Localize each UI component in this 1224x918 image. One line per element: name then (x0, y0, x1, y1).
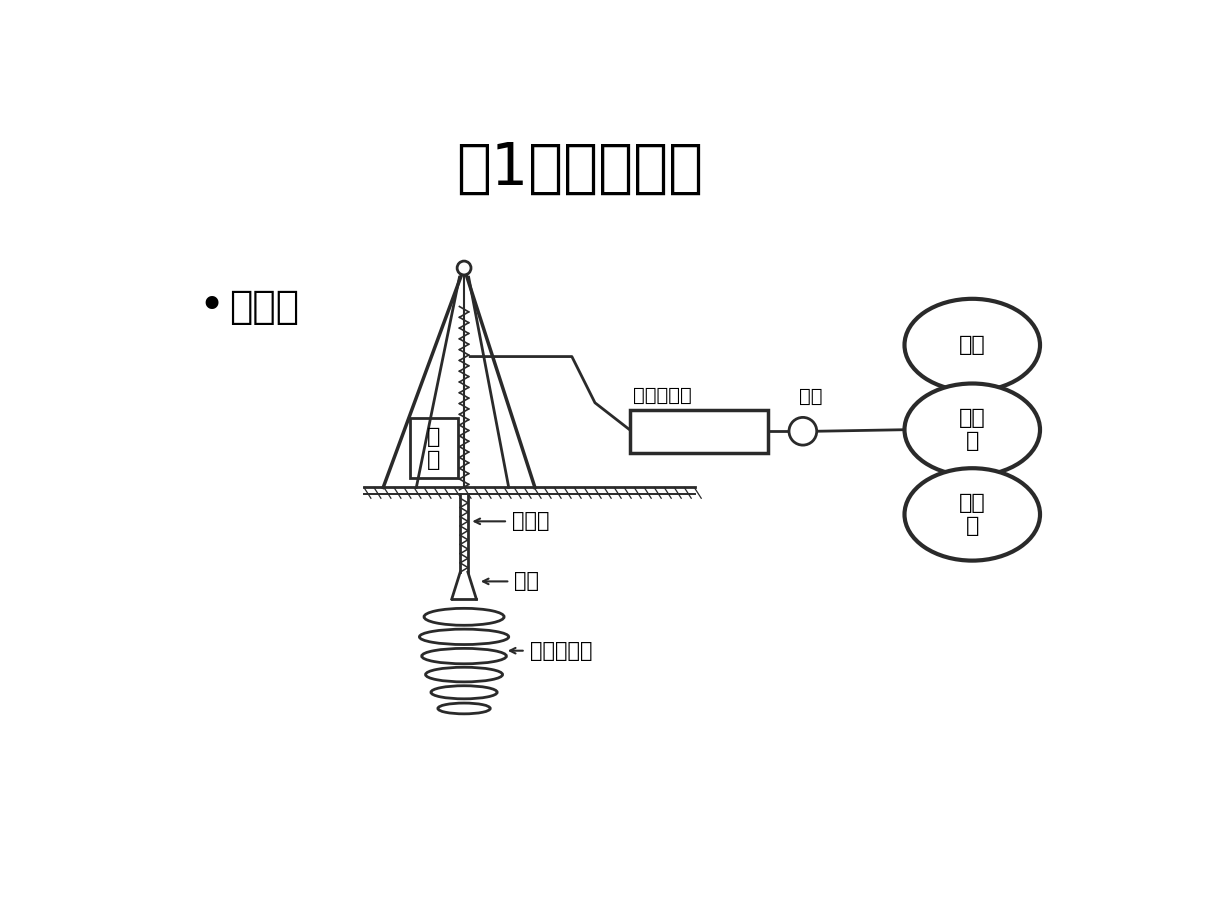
Text: 钻
机: 钻 机 (427, 427, 441, 470)
Text: 单管法: 单管法 (229, 287, 300, 326)
Text: •: • (198, 285, 224, 328)
Ellipse shape (905, 468, 1040, 561)
Text: （1）工艺类型: （1）工艺类型 (457, 140, 703, 196)
Ellipse shape (905, 299, 1040, 391)
Text: 高压泥浆乘: 高压泥浆乘 (634, 386, 693, 405)
Text: 水箱: 水箱 (958, 335, 985, 355)
Bar (410, 419, 458, 478)
Text: 喷头: 喷头 (514, 571, 539, 591)
Circle shape (457, 261, 471, 274)
Bar (629, 410, 769, 453)
Text: 水泥
仓: 水泥 仓 (958, 493, 985, 536)
Text: 注浆管: 注浆管 (512, 511, 550, 532)
Ellipse shape (905, 384, 1040, 476)
Text: 旋喷固结体: 旋喷固结体 (530, 641, 592, 661)
Circle shape (789, 418, 816, 445)
Text: 浆桶: 浆桶 (799, 387, 823, 406)
Text: 搅拌
机: 搅拌 机 (958, 409, 985, 452)
